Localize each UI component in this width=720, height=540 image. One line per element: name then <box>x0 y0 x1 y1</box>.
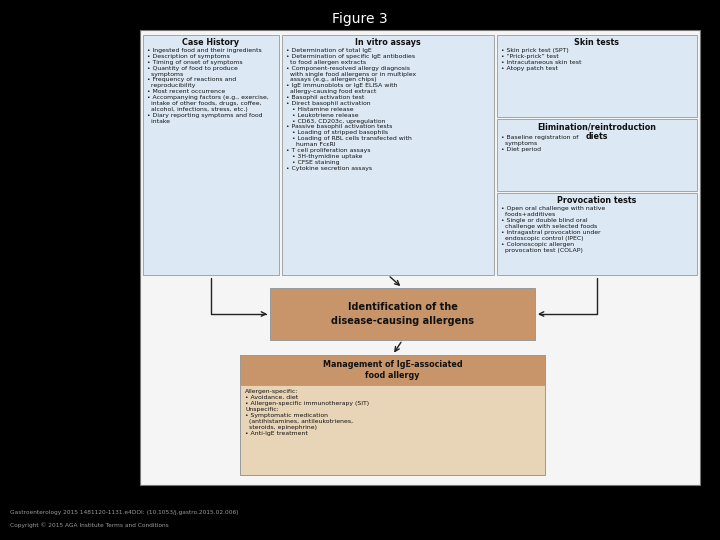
Text: • Open oral challenge with native
  foods+additives
• Single or double blind ora: • Open oral challenge with native foods+… <box>501 206 606 253</box>
Text: • Determination of total IgE
• Determination of specific IgE antibodies
  to foo: • Determination of total IgE • Determina… <box>286 48 416 171</box>
Text: Allergen-specific:
• Avoidance, diet
• Allergen-specific immunotherapy (SIT)
Uns: Allergen-specific: • Avoidance, diet • A… <box>245 389 369 436</box>
Text: Case History: Case History <box>182 38 240 47</box>
FancyBboxPatch shape <box>282 35 494 275</box>
FancyBboxPatch shape <box>497 35 697 117</box>
FancyBboxPatch shape <box>240 355 545 385</box>
Text: Gastroenterology 2015 1481120-1131.e4DOI: (10.1053/j.gastro.2015.02.006): Gastroenterology 2015 1481120-1131.e4DOI… <box>10 510 238 515</box>
FancyBboxPatch shape <box>140 30 700 485</box>
Text: Skin tests: Skin tests <box>575 38 619 47</box>
Text: Management of IgE-associated
food allergy: Management of IgE-associated food allerg… <box>323 360 462 380</box>
Text: Identification of the
disease-causing allergens: Identification of the disease-causing al… <box>331 302 474 326</box>
Text: Provocation tests: Provocation tests <box>557 196 636 205</box>
FancyBboxPatch shape <box>240 355 545 475</box>
FancyBboxPatch shape <box>497 193 697 275</box>
Text: • Ingested food and their ingredients
• Description of symptoms
• Timing of onse: • Ingested food and their ingredients • … <box>147 48 269 124</box>
FancyBboxPatch shape <box>143 35 279 275</box>
FancyBboxPatch shape <box>497 119 697 191</box>
Text: In vitro assays: In vitro assays <box>355 38 421 47</box>
Text: Figure 3: Figure 3 <box>332 12 388 26</box>
Text: Copyright © 2015 AGA Institute Terms and Conditions: Copyright © 2015 AGA Institute Terms and… <box>10 522 168 528</box>
Text: • Baseline registration of
  symptoms
• Diet period: • Baseline registration of symptoms • Di… <box>501 135 578 152</box>
Text: • Skin prick test (SPT)
• “Prick-prick” test
• Intracutaneous skin test
• Atopy : • Skin prick test (SPT) • “Prick-prick” … <box>501 48 582 71</box>
FancyBboxPatch shape <box>270 288 535 340</box>
Text: Elimination/reintroduction
diets: Elimination/reintroduction diets <box>538 122 657 141</box>
